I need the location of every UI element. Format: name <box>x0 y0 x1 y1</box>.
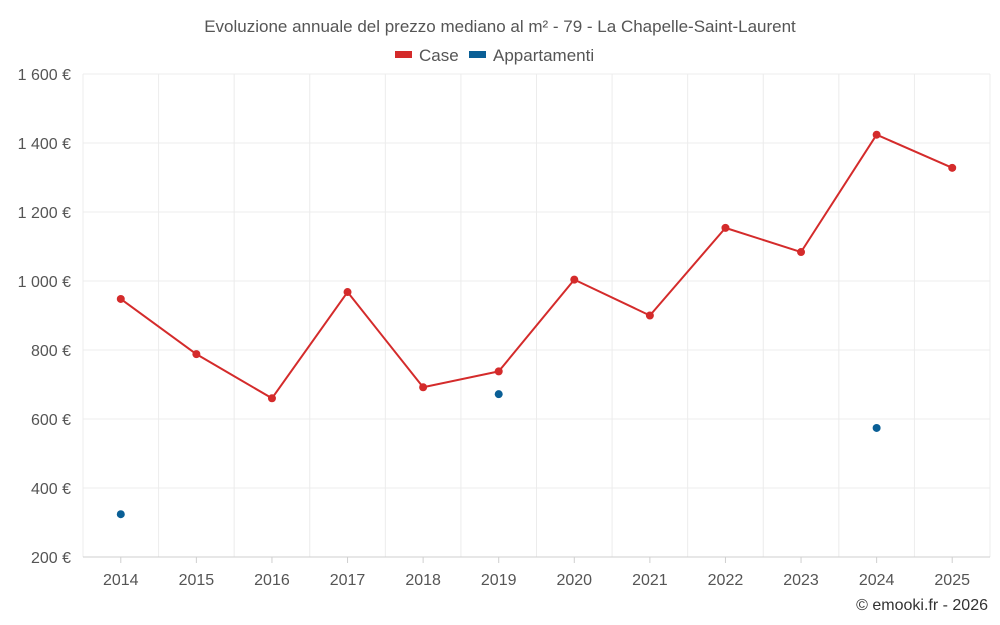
legend-label-appartamenti: Appartamenti <box>493 46 594 65</box>
legend: Case Appartamenti <box>395 46 594 65</box>
y-tick-label: 1 400 € <box>18 136 71 153</box>
data-point-case[interactable] <box>267 394 276 403</box>
x-tick-label: 2021 <box>632 572 668 589</box>
chart-title: Evoluzione annuale del prezzo mediano al… <box>204 17 796 36</box>
data-point-case[interactable] <box>948 163 957 172</box>
y-tick-label: 1 600 € <box>18 67 71 84</box>
data-point-case[interactable] <box>570 275 579 284</box>
data-point-appartamenti[interactable] <box>872 423 881 432</box>
x-tick-label: 2022 <box>708 572 744 589</box>
data-point-case[interactable] <box>645 311 654 320</box>
x-tick-label: 2015 <box>179 572 215 589</box>
legend-item-case[interactable]: Case <box>395 46 459 65</box>
data-point-case[interactable] <box>116 294 125 303</box>
x-tick-label: 2019 <box>481 572 517 589</box>
y-tick-label: 400 € <box>31 481 71 498</box>
data-point-case[interactable] <box>721 223 730 232</box>
legend-label-case: Case <box>419 46 459 65</box>
series-line-case <box>120 133 953 400</box>
data-point-appartamenti[interactable] <box>116 510 125 519</box>
x-tick-label: 2024 <box>859 572 895 589</box>
x-tick-label: 2025 <box>934 572 970 589</box>
x-tick-label: 2014 <box>103 572 139 589</box>
y-tick-label: 1 200 € <box>18 205 71 222</box>
x-tick-label: 2016 <box>254 572 290 589</box>
data-point-case[interactable] <box>494 367 503 376</box>
series-case <box>116 130 957 403</box>
x-tick-label: 2017 <box>330 572 366 589</box>
legend-item-appartamenti[interactable]: Appartamenti <box>469 46 594 65</box>
data-point-appartamenti[interactable] <box>494 390 503 399</box>
y-tick-label: 600 € <box>31 412 71 429</box>
data-point-case[interactable] <box>797 248 806 257</box>
x-tick-label: 2020 <box>556 572 592 589</box>
plot-area <box>116 130 957 519</box>
y-tick-label: 1 000 € <box>18 274 71 291</box>
y-tick-label: 800 € <box>31 343 71 360</box>
x-tick-label: 2023 <box>783 572 819 589</box>
data-point-case[interactable] <box>419 383 428 392</box>
y-tick-label: 200 € <box>31 550 71 567</box>
series-appartamenti <box>116 390 881 519</box>
legend-swatch-appartamenti <box>469 51 486 58</box>
credit-text: © emooki.fr - 2026 <box>856 597 988 614</box>
data-point-case[interactable] <box>872 130 881 139</box>
grid <box>82 73 991 557</box>
x-tick-label: 2018 <box>405 572 441 589</box>
legend-swatch-case <box>395 51 412 58</box>
data-point-case[interactable] <box>343 288 352 297</box>
axes: 200 € 400 € 600 € 800 € 1 000 € 1 200 € 1 400 … <box>18 67 990 589</box>
data-point-case[interactable] <box>192 350 201 359</box>
